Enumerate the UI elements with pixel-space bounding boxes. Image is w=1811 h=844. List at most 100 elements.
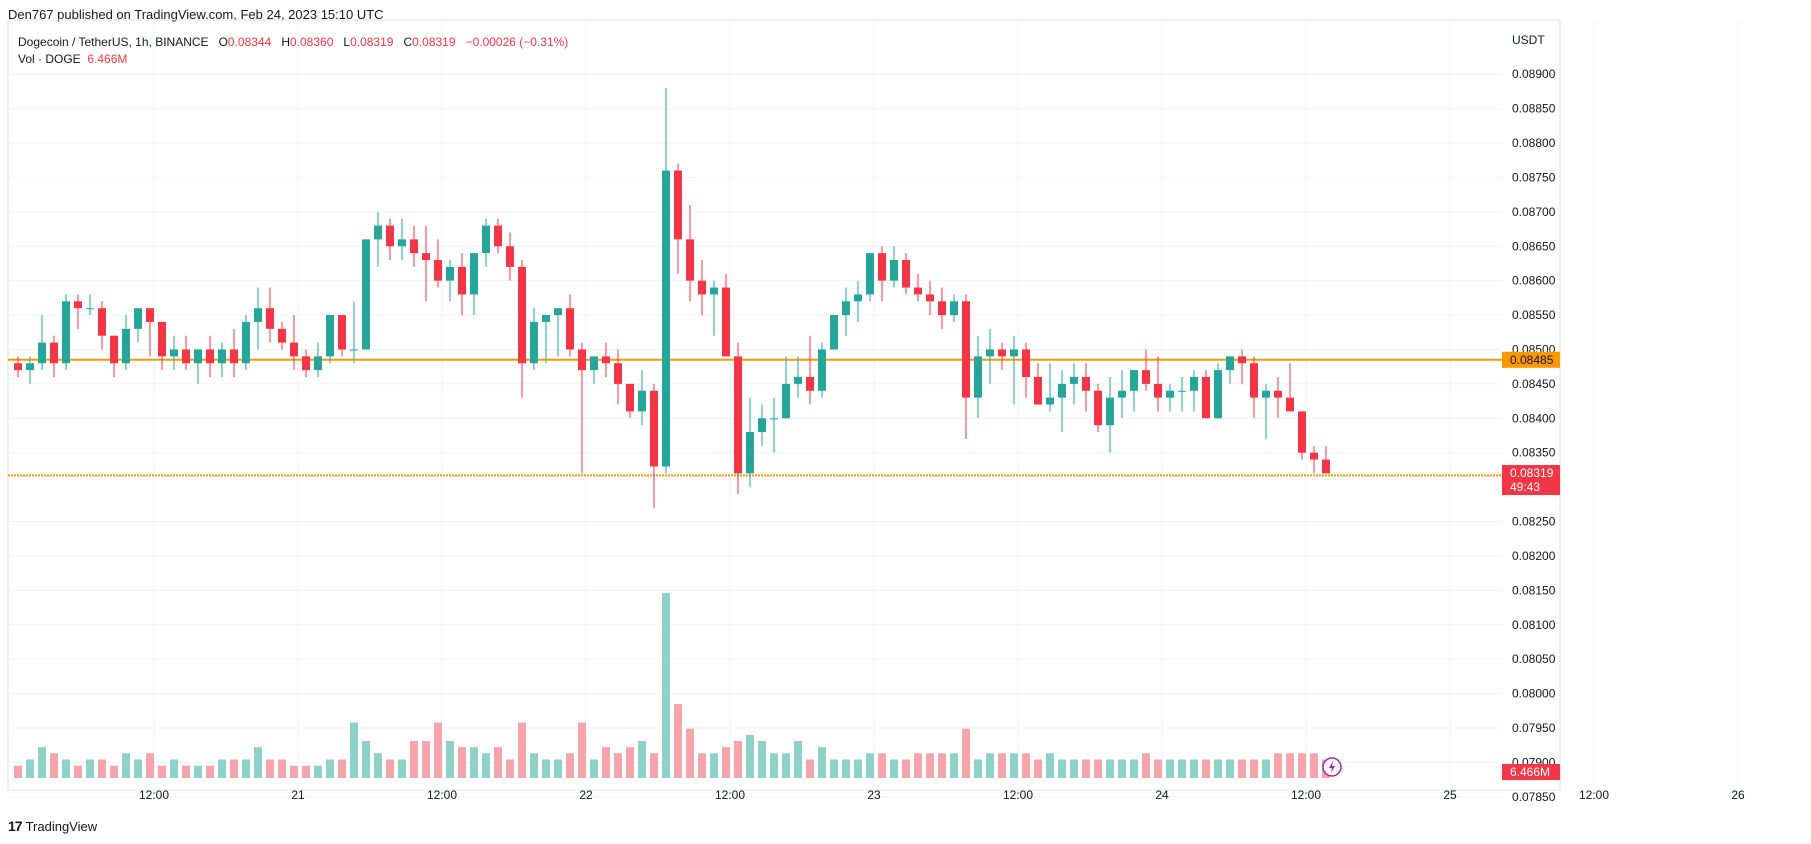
- candle-body: [578, 349, 586, 371]
- volume-bar: [86, 759, 94, 778]
- volume-bar: [434, 722, 442, 778]
- volume-bar: [1010, 753, 1018, 778]
- candle-body: [290, 342, 298, 357]
- candle-body: [926, 294, 934, 302]
- volume-bar: [734, 741, 742, 778]
- volume-bar: [326, 759, 334, 778]
- volume-bar: [458, 747, 466, 778]
- volume-bar: [386, 759, 394, 778]
- currency-label: USDT: [1512, 33, 1545, 47]
- candle-body: [242, 321, 250, 364]
- candle-body: [26, 363, 34, 371]
- volume-label[interactable]: Vol · DOGE: [18, 52, 81, 66]
- volume-bar: [1166, 759, 1174, 778]
- x-tick-label: 26: [1731, 788, 1745, 802]
- candle-body: [158, 321, 166, 357]
- candle-body: [998, 349, 1006, 357]
- volume-bar: [542, 759, 550, 778]
- candle-body: [14, 363, 22, 371]
- candle-body: [554, 308, 562, 316]
- volume-bar: [638, 741, 646, 778]
- candle-body: [206, 349, 214, 364]
- candle-body: [1298, 411, 1306, 453]
- volume-bar: [590, 759, 598, 778]
- volume-bar: [1214, 759, 1222, 778]
- volume-bar: [1262, 759, 1270, 778]
- candle-body: [470, 253, 478, 295]
- candle-body: [722, 287, 730, 357]
- candle-body: [1226, 356, 1234, 371]
- candle-body: [1010, 349, 1018, 357]
- candle-body: [278, 328, 286, 343]
- candle-body: [170, 349, 178, 357]
- volume-bar: [146, 753, 154, 778]
- tradingview-brand[interactable]: 17 TradingView: [8, 818, 97, 834]
- candle-body: [818, 349, 826, 391]
- candle-body: [566, 308, 574, 350]
- volume-bar: [1202, 759, 1210, 778]
- volume-bar: [614, 753, 622, 778]
- volume-bar: [926, 753, 934, 778]
- volume-bar: [314, 765, 322, 778]
- y-tick-label: 0.08050: [1512, 652, 1556, 666]
- volume-bar: [1022, 753, 1030, 778]
- volume-bar: [350, 722, 358, 778]
- volume-bar: [14, 765, 22, 778]
- volume-bar: [38, 747, 46, 778]
- volume-bar: [122, 753, 130, 778]
- candle-body: [662, 170, 670, 467]
- volume-bar: [1190, 759, 1198, 778]
- level-price-label: 0.08485: [1510, 353, 1554, 367]
- volume-bar: [566, 753, 574, 778]
- candle-body: [614, 363, 622, 384]
- candle-body: [626, 383, 634, 412]
- y-tick-label: 0.08000: [1512, 687, 1556, 701]
- candle-body: [590, 356, 598, 371]
- y-tick-label: 0.08750: [1512, 170, 1556, 184]
- volume-bar: [338, 759, 346, 778]
- y-tick-label: 0.08600: [1512, 274, 1556, 288]
- high-label: H: [281, 35, 290, 49]
- candle-body: [698, 280, 706, 295]
- volume-bar: [746, 734, 754, 778]
- x-tick-label: 23: [867, 788, 881, 802]
- high-value: 0.08360: [289, 35, 334, 49]
- volume-bar: [242, 759, 250, 778]
- volume-bar: [1130, 759, 1138, 778]
- candle-body: [218, 349, 226, 364]
- symbol-label[interactable]: Dogecoin / TetherUS, 1h, BINANCE: [18, 35, 209, 49]
- candle-body: [782, 383, 790, 419]
- candle-body: [1106, 397, 1114, 426]
- ohlc-legend: Dogecoin / TetherUS, 1h, BINANCE O0.0834…: [18, 35, 568, 49]
- candle-body: [794, 377, 802, 384]
- volume-bar: [446, 741, 454, 778]
- volume-bar: [50, 753, 58, 778]
- candle-body: [1094, 390, 1102, 426]
- volume-bar: [1118, 759, 1126, 778]
- volume-bar: [1154, 759, 1162, 778]
- volume-bar: [1034, 759, 1042, 778]
- countdown-label: 49:43: [1510, 480, 1540, 494]
- y-tick-label: 0.08550: [1512, 308, 1556, 322]
- volume-bar: [878, 753, 886, 778]
- candle-body: [962, 301, 970, 398]
- y-tick-label: 0.08700: [1512, 205, 1556, 219]
- candle-body: [1034, 377, 1042, 405]
- candle-body: [1322, 459, 1330, 474]
- y-tick-label: 0.07950: [1512, 721, 1556, 735]
- candle-body: [230, 349, 238, 364]
- candle-body: [134, 308, 142, 329]
- candle-body: [1046, 397, 1054, 405]
- volume-bar: [710, 753, 718, 778]
- volume-bar: [794, 741, 802, 778]
- x-tick-label: 12:00: [139, 788, 169, 802]
- volume-bar: [1238, 759, 1246, 778]
- candle-body: [74, 301, 82, 309]
- volume-bar: [374, 753, 382, 778]
- candle-body: [758, 418, 766, 433]
- y-tick-label: 0.08800: [1512, 136, 1556, 150]
- candle-body: [1214, 370, 1222, 419]
- candle-body: [734, 356, 742, 474]
- volume-bar: [470, 747, 478, 778]
